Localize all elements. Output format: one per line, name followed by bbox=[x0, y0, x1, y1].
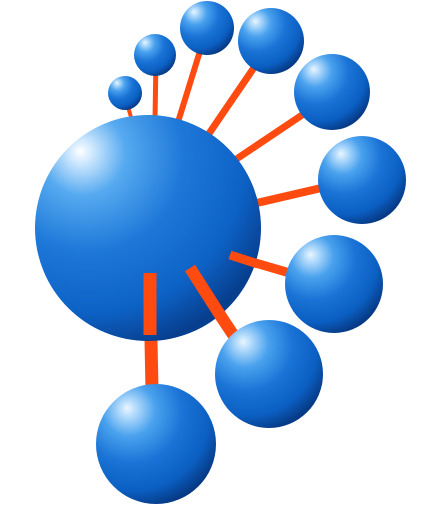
connector-stub bbox=[184, 264, 228, 322]
node-sphere-large-2 bbox=[96, 384, 216, 504]
connector-stubs bbox=[143, 250, 260, 335]
connector-line bbox=[247, 182, 331, 209]
satellite-nodes bbox=[96, 1, 406, 504]
node-sphere-small-2 bbox=[134, 34, 176, 76]
connector-stub bbox=[228, 250, 260, 269]
node-sphere-medium-1 bbox=[294, 54, 370, 130]
node-sphere-medium-2 bbox=[318, 136, 406, 224]
node-sphere-large-1 bbox=[215, 320, 323, 428]
node-sphere-small-1 bbox=[108, 76, 142, 110]
node-sphere-small-3 bbox=[180, 1, 234, 55]
node-sphere-medium-3 bbox=[285, 235, 383, 333]
node-sphere-small-4 bbox=[238, 8, 304, 74]
